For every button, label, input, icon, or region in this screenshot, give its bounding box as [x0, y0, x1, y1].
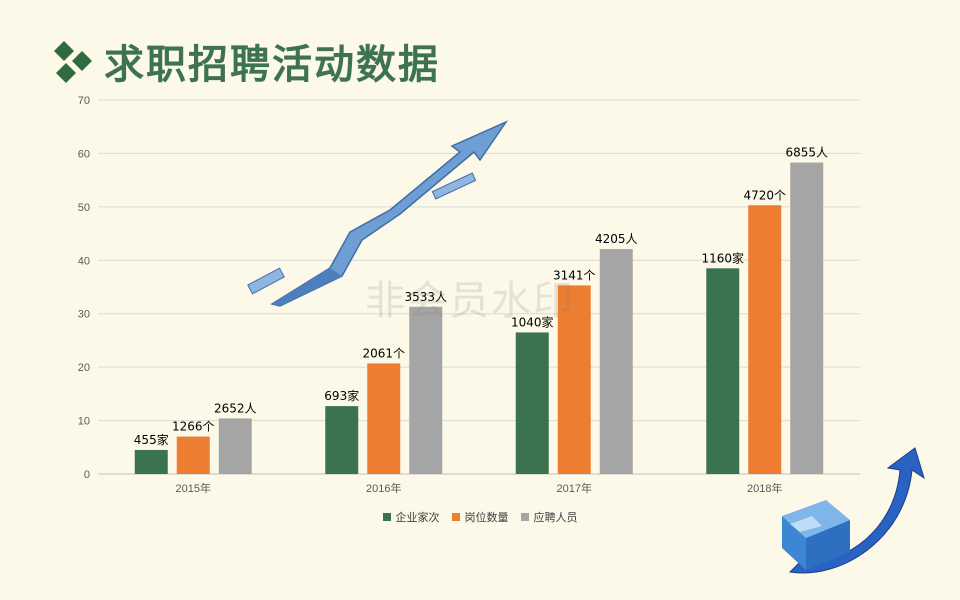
legend-swatch — [520, 513, 529, 521]
x-tick-label: 2016年 — [366, 481, 401, 495]
watermark: 非会员水印 — [365, 278, 575, 324]
legend-item: 应聘人员 — [520, 509, 578, 525]
data-label: 1040家 — [511, 314, 554, 329]
legend-swatch — [382, 513, 391, 521]
page-title: 求职招聘活动数据 — [104, 42, 440, 88]
y-tick-label: 60 — [78, 148, 90, 160]
y-tick-label: 0 — [84, 469, 90, 481]
y-tick-label: 50 — [78, 202, 90, 214]
x-tick-label: 2015年 — [176, 481, 211, 495]
rising-arrow-illustration — [247, 120, 509, 307]
bar-1-2 — [325, 406, 359, 474]
bar-2-4 — [748, 205, 782, 475]
data-label: 455家 — [134, 432, 169, 447]
bar-2-2 — [367, 363, 401, 474]
bar-2-1 — [176, 436, 210, 474]
bar-3-1 — [218, 418, 252, 474]
y-tick-label: 30 — [78, 309, 90, 321]
title-block: 求职招聘活动数据 — [52, 32, 440, 90]
y-tick-label: 10 — [78, 416, 90, 428]
data-label: 2652人 — [214, 401, 257, 415]
y-tick-label: 40 — [78, 255, 90, 267]
data-label: 4720个 — [743, 188, 786, 202]
data-label: 693家 — [324, 388, 359, 403]
bars — [134, 162, 824, 475]
data-label: 3533人 — [404, 290, 447, 304]
bar-2-3 — [557, 285, 591, 474]
legend-label: 应聘人员 — [533, 511, 578, 524]
y-tick-label: 20 — [78, 362, 90, 374]
legend-item: 企业家次 — [382, 509, 440, 525]
data-label: 1266个 — [172, 420, 215, 434]
bar-3-3 — [599, 249, 633, 474]
legend-label: 岗位数量 — [464, 511, 509, 524]
legend-item: 岗位数量 — [451, 509, 509, 525]
bar-3-2 — [409, 306, 443, 474]
data-label: 2061个 — [362, 346, 405, 360]
data-label: 3141个 — [553, 268, 596, 282]
bar-3-4 — [790, 162, 824, 475]
legend-label: 企业家次 — [395, 511, 440, 524]
x-tick-label: 2018年 — [747, 481, 782, 495]
x-tick-label: 2017年 — [557, 481, 592, 495]
y-axis-ticks: 0 10 20 30 40 50 60 70 — [78, 95, 90, 481]
legend: 企业家次 岗位数量 应聘人员 — [0, 509, 960, 525]
legend-swatch — [451, 513, 460, 521]
bar-1-3 — [515, 332, 549, 474]
bar-1-4 — [706, 268, 740, 474]
globe-arrow-illustration — [782, 447, 925, 574]
data-label: 4205人 — [595, 232, 638, 246]
data-label: 6855人 — [785, 146, 828, 160]
y-tick-label: 70 — [78, 95, 90, 107]
bar-1-1 — [134, 449, 168, 474]
diamond-icon — [54, 41, 92, 83]
data-label: 1160家 — [701, 250, 744, 265]
x-axis-ticks: 2015年 2016年 2017年 2018年 — [176, 481, 783, 495]
